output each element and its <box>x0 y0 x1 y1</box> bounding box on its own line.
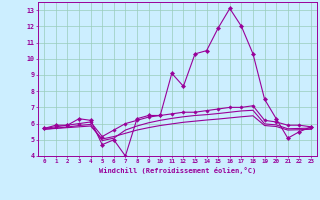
X-axis label: Windchill (Refroidissement éolien,°C): Windchill (Refroidissement éolien,°C) <box>99 167 256 174</box>
